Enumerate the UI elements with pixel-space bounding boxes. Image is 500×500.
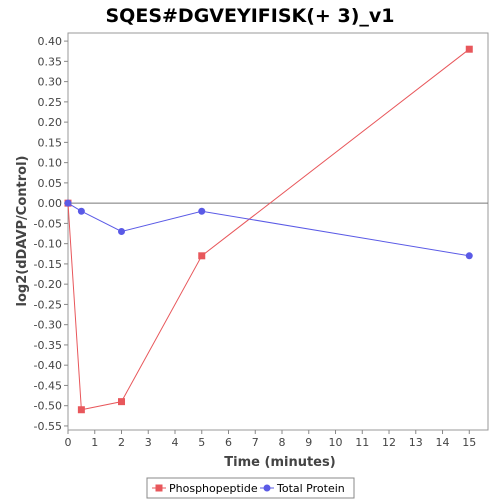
chart-title: SQES#DGVEYIFISK(+ 3)_v1 [106,5,395,27]
x-tick-label: 10 [329,436,343,449]
x-tick-label: 15 [462,436,476,449]
y-tick-label: 0.15 [38,136,63,149]
y-tick-label: 0.10 [38,157,63,170]
legend: Phosphopeptide Total Protein [146,477,355,499]
y-tick-label: -0.15 [34,258,62,271]
data-point [465,45,473,53]
legend-item: Total Protein [260,482,345,495]
x-tick-label: 3 [145,436,152,449]
y-tick-label: -0.25 [34,298,62,311]
y-tick-label: 0.05 [38,177,63,190]
x-tick-label: 9 [305,436,312,449]
y-tick-label: 0.25 [38,96,63,109]
y-tick-label: -0.30 [34,319,62,332]
x-tick-label: 1 [91,436,98,449]
y-axis-label: log2(dDAVP/Control) [15,156,30,307]
y-tick-label: 0.20 [38,116,63,129]
data-point [77,406,85,414]
series-layer [64,45,473,414]
x-tick-label: 4 [172,436,179,449]
legend-items: Phosphopeptide Total Protein [152,482,345,495]
y-tick-label: -0.40 [34,359,62,372]
y-tick-label: -0.35 [34,339,62,352]
legend-label: Total Protein [276,482,345,495]
x-tick-label: 7 [252,436,259,449]
x-axis: 0 1 2 3 4 5 6 7 8 9 10 11 12 13 14 15 [65,430,476,449]
y-tick-label: -0.45 [34,379,62,392]
y-tick-label: -0.05 [34,217,62,230]
x-tick-label: 14 [436,436,450,449]
y-tick-label: -0.20 [34,278,62,291]
y-tick-label: -0.50 [34,400,62,413]
x-tick-label: 6 [225,436,232,449]
data-point [118,228,126,235]
plot-area [67,32,489,431]
data-point [198,207,206,215]
y-tick-label: 0.00 [38,197,63,210]
x-tick-label: 13 [409,436,423,449]
x-tick-label: 5 [198,436,205,449]
x-tick-label: 11 [355,436,369,449]
x-tick-label: 2 [118,436,125,449]
data-point [198,252,206,260]
x-tick-label: 12 [382,436,396,449]
legend-marker [263,484,271,492]
y-axis: 0.40 0.35 0.30 0.25 0.20 0.15 0.10 0.05 0.00 -0.0… [34,35,68,433]
legend-item: Phosphopeptide [152,482,258,495]
x-tick-label: 8 [279,436,286,449]
data-point [77,207,85,215]
legend-box [146,477,355,499]
legend-marker [155,484,163,492]
x-axis-label: Time (minutes) [224,455,335,470]
data-point [118,398,126,406]
y-tick-label: 0.40 [38,35,63,48]
legend-label: Phosphopeptide [169,482,258,495]
y-tick-label: -0.10 [34,238,62,251]
y-tick-label: 0.30 [38,76,63,89]
y-tick-label: 0.35 [38,55,63,68]
data-point [465,252,473,260]
y-tick-label: -0.55 [34,420,62,433]
data-point [64,199,72,207]
series-total-protein [64,199,473,260]
x-tick-label: 0 [65,436,72,449]
